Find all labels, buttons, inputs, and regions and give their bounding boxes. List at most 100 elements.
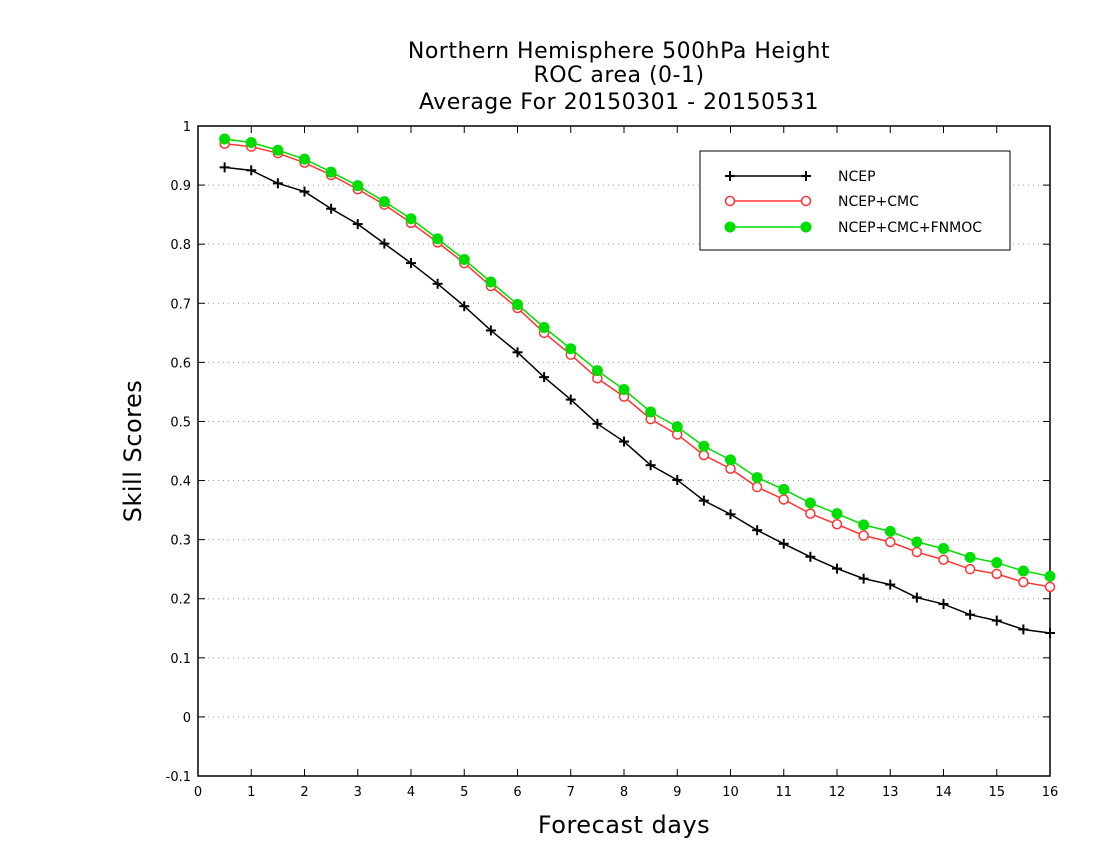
x-tick-label: 2 bbox=[300, 785, 308, 800]
data-point-ncep bbox=[432, 278, 443, 289]
data-point-ncep bbox=[459, 301, 470, 312]
legend-label-ncep-cmc-fnmoc: NCEP+CMC+FNMOC bbox=[838, 220, 982, 236]
data-point-ncep-cmc bbox=[751, 481, 763, 493]
data-point-ncep-cmc-fnmoc bbox=[911, 536, 923, 548]
title-line-3: Average For 20150301 - 20150531 bbox=[419, 90, 819, 115]
y-tick-label: 0.8 bbox=[170, 238, 191, 253]
data-point-ncep bbox=[246, 165, 257, 176]
data-point-ncep bbox=[272, 178, 283, 189]
data-point-ncep-cmc bbox=[1018, 576, 1029, 588]
data-point-ncep-cmc-fnmoc bbox=[378, 196, 390, 208]
data-point-ncep-cmc bbox=[991, 568, 1002, 580]
data-point-ncep bbox=[592, 418, 603, 429]
title-line-2: ROC area (0-1) bbox=[533, 63, 704, 88]
x-tick-label: 16 bbox=[1042, 785, 1059, 800]
data-point-ncep bbox=[725, 509, 736, 520]
x-tick-label: 6 bbox=[513, 785, 521, 800]
data-point-ncep-cmc-fnmoc bbox=[538, 322, 550, 333]
y-axis-label: Skill Scores bbox=[119, 380, 147, 523]
data-point-ncep bbox=[805, 551, 816, 562]
legend-entry-ncep-cmc-fnmoc: NCEP+CMC+FNMOC bbox=[724, 220, 982, 236]
data-point-ncep bbox=[485, 325, 496, 336]
data-point-ncep-cmc-fnmoc bbox=[725, 454, 736, 466]
data-point-ncep bbox=[406, 258, 416, 269]
data-point-ncep-cmc-fnmoc bbox=[512, 298, 523, 310]
legend-entry-ncep: NCEP bbox=[725, 169, 876, 185]
data-point-ncep-cmc-fnmoc bbox=[458, 254, 470, 266]
data-point-ncep-cmc-fnmoc bbox=[618, 384, 630, 396]
legend-marker-end bbox=[800, 221, 812, 233]
data-point-ncep bbox=[645, 460, 656, 471]
data-point-ncep-cmc bbox=[858, 530, 869, 541]
data-point-ncep-cmc bbox=[964, 563, 976, 575]
legend: NCEP NCEP+CMC NCEP+CMC+FNMOC bbox=[699, 150, 1011, 251]
legend-label-ncep-cmc: NCEP+CMC bbox=[838, 194, 919, 210]
data-point-ncep-cmc-fnmoc bbox=[245, 137, 257, 149]
data-point-ncep bbox=[965, 609, 976, 620]
data-point-ncep-cmc-fnmoc bbox=[964, 551, 976, 563]
legend-marker-start bbox=[724, 195, 736, 207]
data-point-ncep-cmc-fnmoc bbox=[804, 497, 816, 509]
x-tick-label: 11 bbox=[775, 785, 792, 800]
y-tick-label: 0.9 bbox=[170, 179, 191, 194]
x-tick-label: 1 bbox=[247, 785, 255, 800]
data-point-ncep bbox=[352, 219, 363, 230]
data-point-ncep-cmc bbox=[725, 463, 736, 474]
legend-entry-ncep-cmc: NCEP+CMC bbox=[724, 194, 919, 210]
data-point-ncep-cmc bbox=[778, 494, 789, 505]
data-point-ncep bbox=[911, 592, 922, 603]
series-ncep-cmc-fnmoc bbox=[219, 133, 1056, 582]
data-point-ncep-cmc-fnmoc bbox=[565, 343, 577, 355]
x-tick-label: 7 bbox=[567, 785, 575, 800]
data-point-ncep-cmc bbox=[805, 508, 816, 519]
y-tick-label: 0.2 bbox=[170, 593, 191, 608]
data-point-ncep-cmc bbox=[911, 546, 923, 558]
y-tick-label: 0.7 bbox=[170, 297, 191, 312]
y-tick-label: 0.4 bbox=[170, 475, 191, 490]
data-point-ncep-cmc-fnmoc bbox=[938, 543, 949, 554]
y-tick-label: 0.1 bbox=[170, 652, 191, 667]
x-tick-label: 3 bbox=[354, 785, 362, 800]
data-point-ncep-cmc-fnmoc bbox=[645, 406, 657, 418]
data-point-ncep bbox=[299, 186, 310, 197]
y-tick-label: 0 bbox=[183, 711, 191, 726]
data-point-ncep-cmc-fnmoc bbox=[778, 483, 790, 495]
data-point-ncep-cmc-fnmoc bbox=[591, 365, 603, 377]
x-tick-label: 14 bbox=[935, 785, 952, 800]
x-tick-label: 0 bbox=[194, 785, 202, 800]
data-point-ncep-cmc-fnmoc bbox=[831, 508, 843, 520]
y-tick-label: 0.6 bbox=[170, 356, 191, 371]
x-tick-label: 8 bbox=[620, 785, 628, 800]
data-point-ncep-cmc-fnmoc bbox=[272, 144, 284, 156]
data-point-ncep bbox=[698, 495, 709, 506]
axis-ticks: -0.100.10.20.30.40.50.60.70.80.910 1 2 3 4 5 6… bbox=[166, 120, 1059, 800]
data-point-ncep bbox=[938, 599, 949, 610]
data-point-ncep-cmc bbox=[938, 554, 949, 565]
data-point-ncep bbox=[219, 162, 230, 173]
x-axis-label: Forecast days bbox=[538, 811, 710, 839]
data-point-ncep-cmc-fnmoc bbox=[671, 421, 683, 433]
data-point-ncep bbox=[752, 525, 763, 536]
grid-lines bbox=[198, 184, 1050, 718]
data-point-ncep-cmc-fnmoc bbox=[352, 180, 364, 192]
data-point-ncep bbox=[991, 615, 1002, 626]
data-point-ncep bbox=[778, 538, 789, 549]
data-point-ncep-cmc-fnmoc bbox=[432, 233, 444, 245]
data-point-ncep-cmc-fnmoc bbox=[219, 133, 231, 145]
data-point-ncep-cmc-fnmoc bbox=[299, 153, 310, 165]
y-tick-label: -0.1 bbox=[166, 770, 191, 785]
x-tick-label: 5 bbox=[460, 785, 468, 800]
chart-title: Northern Hemisphere 500hPa Height ROC ar… bbox=[408, 39, 830, 115]
x-tick-label: 15 bbox=[988, 785, 1005, 800]
legend-entries: NCEP NCEP+CMC NCEP+CMC+FNMOC bbox=[724, 169, 982, 236]
x-tick-label: 12 bbox=[829, 785, 846, 800]
data-point-ncep-cmc bbox=[831, 519, 843, 530]
data-point-ncep bbox=[565, 394, 576, 405]
x-tick-label: 4 bbox=[407, 785, 415, 800]
data-point-ncep-cmc-fnmoc bbox=[884, 525, 896, 537]
data-point-ncep bbox=[1018, 624, 1029, 635]
data-point-ncep-cmc-fnmoc bbox=[858, 519, 870, 531]
data-point-ncep-cmc-fnmoc bbox=[1044, 570, 1056, 582]
data-point-ncep-cmc-fnmoc bbox=[405, 213, 417, 225]
